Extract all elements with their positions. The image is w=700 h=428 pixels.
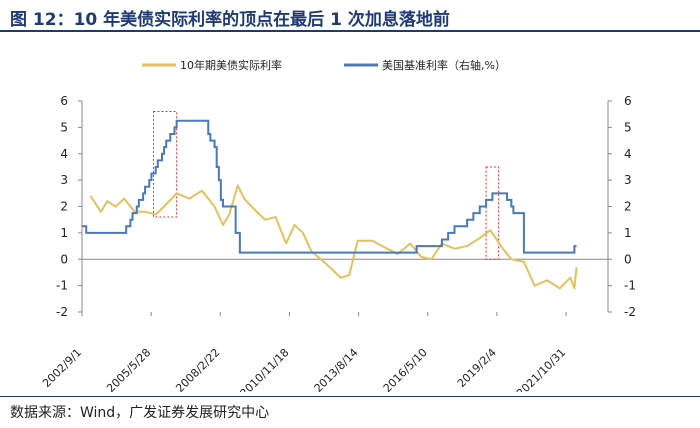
right-tick-label: 4 [624, 147, 632, 161]
right-tick-label: 3 [624, 173, 632, 187]
chart-legend: 10年期美债实际利率 美国基准利率（右轴,%） [142, 58, 506, 72]
x-tick-label: 2021/10/31 [514, 346, 568, 392]
right-tick-label: 6 [624, 94, 632, 108]
footer-divider [0, 396, 700, 397]
left-tick-label: 5 [60, 120, 68, 134]
right-tick-label: 5 [624, 120, 632, 134]
x-tick-label: 2019/2/4 [455, 346, 499, 390]
left-tick-label: 4 [60, 147, 68, 161]
highlight-box [152, 111, 178, 218]
x-tick-label: 2005/5/28 [104, 346, 153, 392]
chart-plot-area [82, 111, 578, 290]
right-tick-label: -1 [624, 279, 636, 293]
series-line-fed-funds-rate [82, 119, 577, 254]
figure-title: 图 12：10 年美债实际利率的顶点在最后 1 次加息落地前 [10, 10, 450, 30]
chart: 10年期美债实际利率 美国基准利率（右轴,%） -2 -1 0 1 2 3 4 5 6 -2 -1 0 1… [40, 58, 636, 392]
left-tick-label: 2 [60, 200, 68, 214]
left-tick-label: -1 [56, 279, 68, 293]
left-tick-label: 0 [60, 252, 68, 266]
left-tick-label: 1 [60, 226, 68, 240]
series-line-10y-real-yield [89, 184, 578, 290]
x-tick-label: 2013/8/14 [312, 346, 361, 392]
legend-label: 10年期美债实际利率 [180, 58, 282, 72]
figure-header: 图 12：10 年美债实际利率的顶点在最后 1 次加息落地前 [0, 0, 700, 32]
x-tick-label: 2002/9/1 [40, 346, 84, 390]
left-tick-label: -2 [56, 305, 68, 319]
right-tick-label: 0 [624, 252, 632, 266]
right-tick-label: 1 [624, 226, 632, 240]
chart-axes: -2 -1 0 1 2 3 4 5 6 -2 -1 0 1 2 3 4 5 6 2002/9/1 2005/5/28 2… [40, 94, 636, 392]
legend-label: 美国基准利率（右轴,%） [382, 58, 506, 72]
x-tick-label: 2010/11/18 [238, 346, 292, 392]
x-tick-label: 2016/5/10 [381, 346, 430, 392]
right-tick-label: -2 [624, 305, 636, 319]
figure-source: 数据来源：Wind，广发证券发展研究中心 [10, 405, 270, 421]
right-tick-label: 2 [624, 200, 632, 214]
left-tick-label: 3 [60, 173, 68, 187]
x-tick-label: 2008/2/22 [173, 346, 222, 392]
left-tick-label: 6 [60, 94, 68, 108]
highlight-box [485, 166, 500, 260]
